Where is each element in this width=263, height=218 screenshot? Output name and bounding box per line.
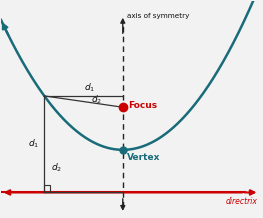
Text: $d_2$: $d_2$ [51,161,62,174]
Text: $d_2$: $d_2$ [90,94,102,106]
Bar [44,185,50,192]
Text: $d_1$: $d_1$ [84,81,95,94]
Text: Focus: Focus [129,100,158,110]
Text: axis of symmetry: axis of symmetry [128,14,190,19]
Text: Vertex: Vertex [128,153,161,162]
Text: directrix: directrix [226,197,258,206]
Text: $d_1$: $d_1$ [28,138,39,150]
